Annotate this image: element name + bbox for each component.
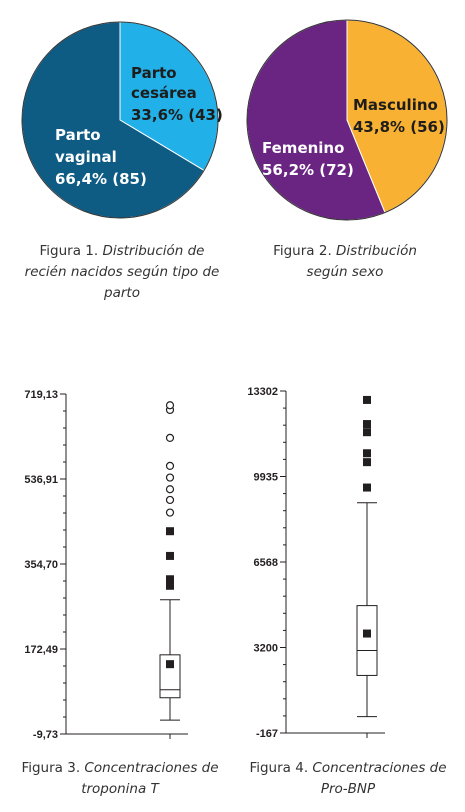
slice-masculino-label: Masculino xyxy=(353,96,438,114)
plot-probnp-outlier-square xyxy=(363,395,371,404)
plot-probnp-outlier-square xyxy=(363,483,371,492)
figure-1-prefix: Figura 1. xyxy=(39,243,99,259)
figure-4-caption: Figura 4. Concentraciones de Pro-BNP xyxy=(248,758,448,800)
figure-3-prefix: Figura 3. xyxy=(21,760,81,776)
plot-probnp-box xyxy=(356,605,378,676)
plot-probnp-mean-marker xyxy=(363,629,371,638)
plot-troponina-outlier-square xyxy=(166,551,174,560)
slice-vaginal-value: 66,4% (85) xyxy=(55,170,147,188)
plot-probnp-outlier-square xyxy=(363,458,371,467)
plot-probnp-outlier-square xyxy=(363,428,371,437)
plot-troponina-y-tick-label: 172,49 xyxy=(24,644,58,656)
plot-troponina-y-tick-label: 536,91 xyxy=(24,474,58,486)
pie-chart-parto: Parto cesárea 33,6% (43) Parto vaginal 66,4% … xyxy=(21,21,223,219)
slice-cesarea-label-2: cesárea xyxy=(131,84,197,102)
slice-vaginal-label-2: vaginal xyxy=(55,148,117,166)
plot-troponina-box xyxy=(159,654,181,699)
plot-probnp-outlier-square xyxy=(363,420,371,429)
figure-2-prefix: Figura 2. xyxy=(273,243,332,259)
plot-probnp-y-tick-label: 3200 xyxy=(254,643,278,655)
plot-troponina-outlier-circle xyxy=(165,473,175,482)
slice-vaginal-label-1: Parto xyxy=(55,126,101,144)
plot-probnp-y-tick-label: 6568 xyxy=(254,557,278,569)
plot-probnp-outlier-square xyxy=(363,449,371,458)
pie-chart-sexo: Masculino 43,8% (56) Femenino 56,2% (72) xyxy=(246,19,448,221)
slice-femenino-label: Femenino xyxy=(262,139,344,157)
plot-troponina-outlier-circle xyxy=(165,401,175,410)
slice-femenino-value: 56,2% (72) xyxy=(262,161,354,179)
plot-troponina-mean-marker xyxy=(166,660,174,669)
plot-troponina-outlier-circle xyxy=(165,495,175,505)
plot-troponina-outlier-circle xyxy=(165,433,175,443)
pie-2-outline xyxy=(246,19,448,221)
figure-3-caption: Figura 3. Concentraciones de troponina T xyxy=(20,758,220,800)
plot-troponina-outlier-circle xyxy=(165,485,175,494)
plot-troponina-y-tick-label: 719,13 xyxy=(24,389,58,401)
figure-3-title: Concentraciones de troponina T xyxy=(81,760,219,797)
plot-probnp-y-tick-label: -167 xyxy=(256,728,278,740)
figure-1-caption: Figura 1. Distribución de recién nacidos… xyxy=(22,241,222,304)
slice-cesarea-label-1: Parto xyxy=(131,64,177,82)
slice-masculino-value: 43,8% (56) xyxy=(353,118,445,136)
plot-troponina-y-tick-label: -9,73 xyxy=(33,729,58,741)
figure-2-caption: Figura 2. Distribución según sexo xyxy=(260,241,430,283)
pie-1-outline xyxy=(21,21,219,219)
plot-troponina-outlier-circle xyxy=(165,461,175,470)
figure-1-title: Distribución de recién nacidos según tip… xyxy=(24,243,220,301)
plot-probnp-y-tick-label: 9935 xyxy=(254,471,278,483)
slice-cesarea-value: 33,6% (43) xyxy=(131,106,223,124)
box-plots: -9,73 172,49 354,70 536,91 719,13 -167 3200 65… xyxy=(24,386,385,741)
plot-troponina-outlier-circle xyxy=(165,508,175,517)
figure-2-title: Distribución según sexo xyxy=(306,243,417,280)
figure-4-title: Concentraciones de Pro-BNP xyxy=(312,760,447,797)
figure-4-prefix: Figura 4. xyxy=(249,760,309,776)
plot-probnp-y-tick-label: 13302 xyxy=(247,386,278,398)
plot-troponina-outlier-square xyxy=(166,527,174,536)
plot-troponina-y-tick-label: 354,70 xyxy=(24,559,58,571)
plot-troponina-outlier-square xyxy=(166,581,174,590)
